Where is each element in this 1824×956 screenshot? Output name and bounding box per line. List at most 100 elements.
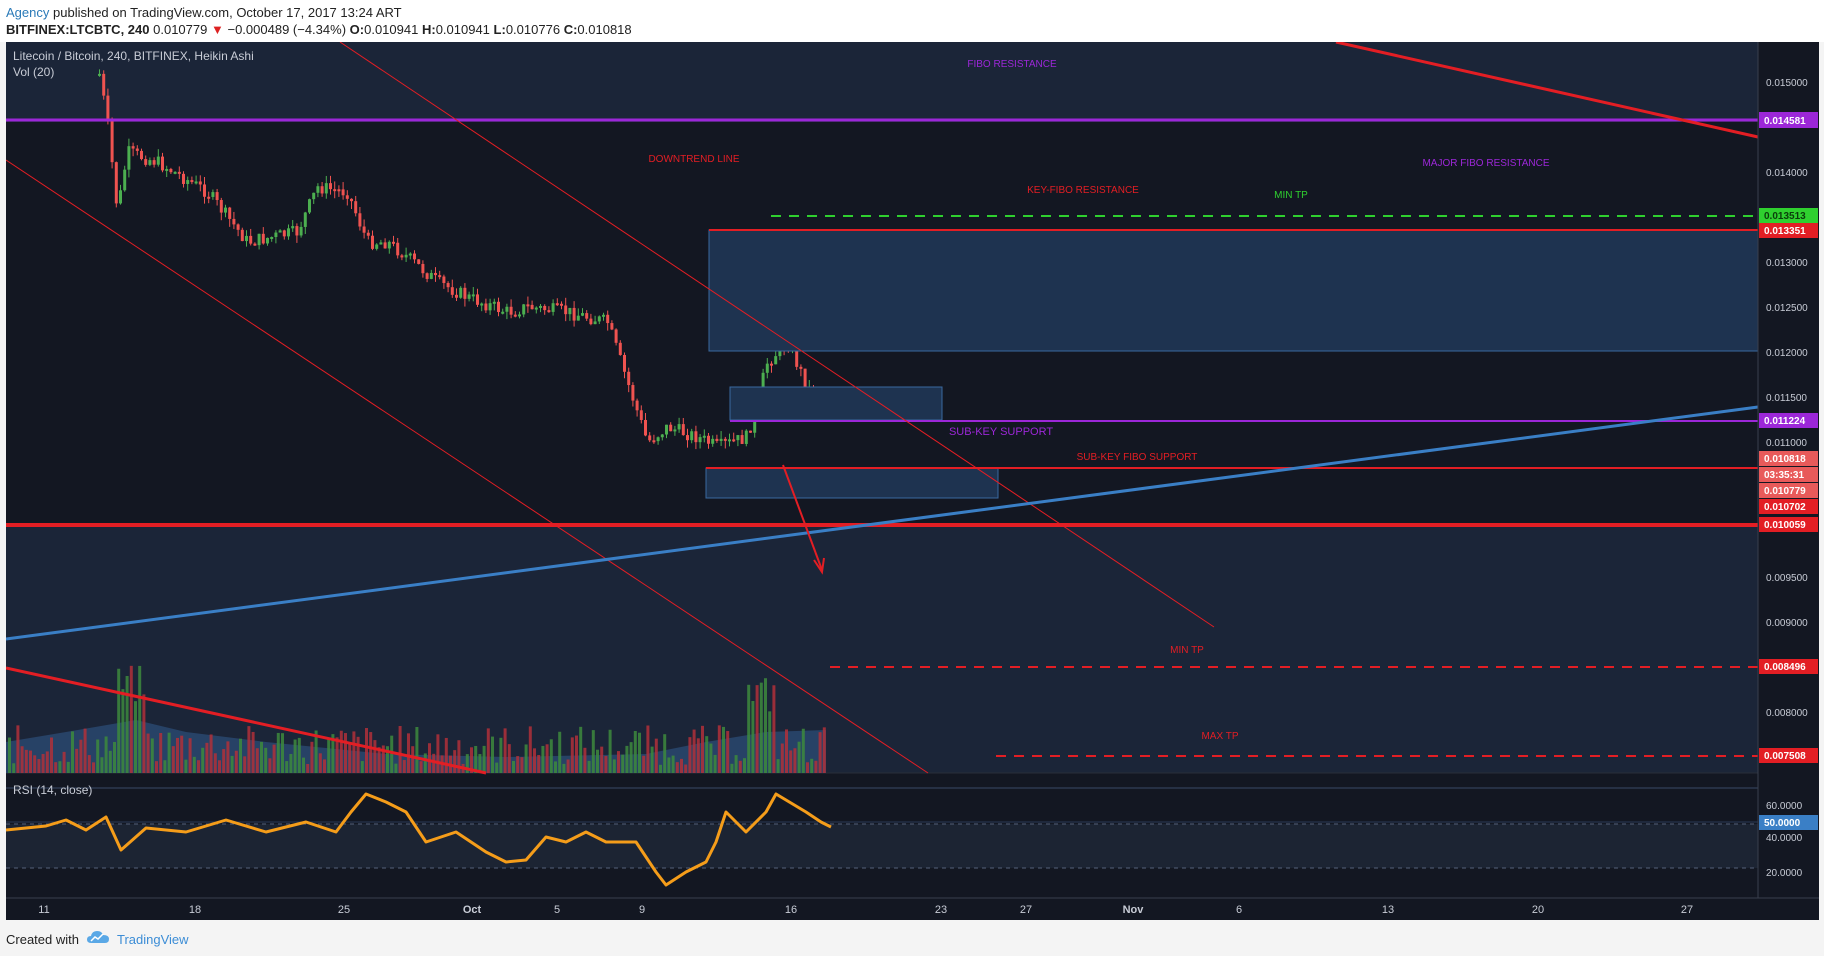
volume-bar xyxy=(512,760,515,773)
ascending-support-line[interactable] xyxy=(5,405,1759,641)
volume-bar xyxy=(66,761,70,773)
volume-bar xyxy=(41,753,45,773)
candle-body xyxy=(589,318,593,325)
volume-bar xyxy=(117,668,121,773)
candle-body xyxy=(686,435,689,441)
volume-bar xyxy=(121,689,125,773)
volume-bar xyxy=(365,728,368,773)
volume-bar xyxy=(306,764,310,773)
time-axis[interactable] xyxy=(6,898,1819,920)
volume-bar xyxy=(184,759,188,773)
candle-body xyxy=(471,294,475,297)
candle-body xyxy=(560,303,563,306)
candle-body xyxy=(698,437,702,443)
tag-sub-key-support xyxy=(1759,413,1818,428)
candle-body xyxy=(240,229,244,242)
volume-bar xyxy=(87,755,91,773)
volume-bar xyxy=(234,750,238,773)
volume-bar xyxy=(125,675,129,773)
chart-area[interactable]: FIBO RESISTANCE DOWNTREND LINE KEY-FIBO … xyxy=(5,40,1819,920)
label-sub-key-fibo-support: SUB-KEY FIBO SUPPORT xyxy=(1077,452,1198,463)
volume-bar xyxy=(138,665,142,773)
candle-body xyxy=(140,150,143,160)
tag-last xyxy=(1759,483,1818,498)
candle-body xyxy=(266,237,269,244)
volume-bar xyxy=(113,741,116,773)
candle-body xyxy=(282,230,286,237)
candle-body xyxy=(639,410,643,420)
candle-body xyxy=(131,146,135,149)
candle-body xyxy=(492,301,496,304)
volume-bar xyxy=(255,748,259,773)
volume-bar xyxy=(423,753,427,773)
tradingview-link[interactable]: TradingView xyxy=(117,932,189,947)
volume-downtrend-line[interactable] xyxy=(5,666,487,775)
volume-bar xyxy=(726,731,730,773)
candle-body xyxy=(543,305,547,311)
candle-body xyxy=(337,189,341,192)
volume-bar xyxy=(192,756,196,773)
volume-bar xyxy=(297,737,301,773)
volume-bar xyxy=(806,762,809,773)
candle-body xyxy=(198,181,202,185)
volume-bar xyxy=(327,739,331,773)
candle-body xyxy=(135,148,139,151)
volume-bar xyxy=(638,732,641,773)
tag-sub-key-support-text: 0.011224 xyxy=(1764,416,1806,427)
volume-bar xyxy=(764,678,767,773)
candle-body xyxy=(719,438,723,441)
volume-bar xyxy=(810,758,814,773)
price-tick: 0.009500 xyxy=(1766,573,1808,584)
fibo-zone-top xyxy=(6,42,1758,122)
candle-body xyxy=(631,385,635,401)
candle-body xyxy=(774,356,778,365)
candle-body xyxy=(303,212,307,227)
volume-bar xyxy=(390,735,394,773)
candle-body xyxy=(114,162,118,204)
candle-body xyxy=(320,186,324,194)
candle-body xyxy=(463,287,467,299)
candle-body xyxy=(723,438,727,441)
tag-key-fibo xyxy=(1759,223,1818,238)
volume-bar xyxy=(20,746,24,773)
chart-canvas[interactable]: FIBO RESISTANCE DOWNTREND LINE KEY-FIBO … xyxy=(5,40,1819,920)
candle-body xyxy=(215,192,219,201)
candle-body xyxy=(467,294,471,299)
volume-bar xyxy=(398,726,402,773)
volume-bar xyxy=(789,750,793,773)
volume-bar xyxy=(587,760,591,773)
candle-body xyxy=(308,199,311,213)
volume-bar xyxy=(755,685,759,773)
candle-body xyxy=(190,180,194,183)
candle-body xyxy=(278,230,282,233)
major-downtrend-line[interactable] xyxy=(1335,40,1759,139)
volume-bar xyxy=(785,729,788,773)
volume-bar xyxy=(684,764,688,773)
tag-close xyxy=(1759,451,1818,466)
tag-sub-key-fibo-text: 0.010702 xyxy=(1764,502,1806,513)
candle-body xyxy=(379,242,383,245)
label-min-tp-bottom: MIN TP xyxy=(1170,645,1204,656)
volume-bar xyxy=(339,730,343,773)
time-tick: 11 xyxy=(38,904,49,916)
downtrend-channel-lower[interactable] xyxy=(5,159,929,774)
volume-bar xyxy=(759,682,763,773)
volume-bar xyxy=(201,747,205,773)
candle-body xyxy=(707,435,710,444)
candle-body xyxy=(429,272,433,279)
volume-bar xyxy=(444,737,448,773)
volume-bar xyxy=(696,738,700,773)
volume-bar xyxy=(29,750,32,773)
candle-body xyxy=(324,183,328,194)
volume-bar xyxy=(33,755,37,773)
time-tick: 25 xyxy=(338,904,350,916)
volume-bar xyxy=(24,749,28,773)
candle-body xyxy=(291,226,295,229)
volume-bar xyxy=(92,762,95,773)
downtrend-channel-upper[interactable] xyxy=(339,41,1215,628)
volume-bar xyxy=(226,741,230,773)
candle-body xyxy=(417,259,421,264)
tradingview-cloud-icon[interactable] xyxy=(86,929,110,945)
author-link[interactable]: Agency xyxy=(6,5,50,20)
tag-fibo-resistance-text: 0.014581 xyxy=(1764,116,1806,127)
